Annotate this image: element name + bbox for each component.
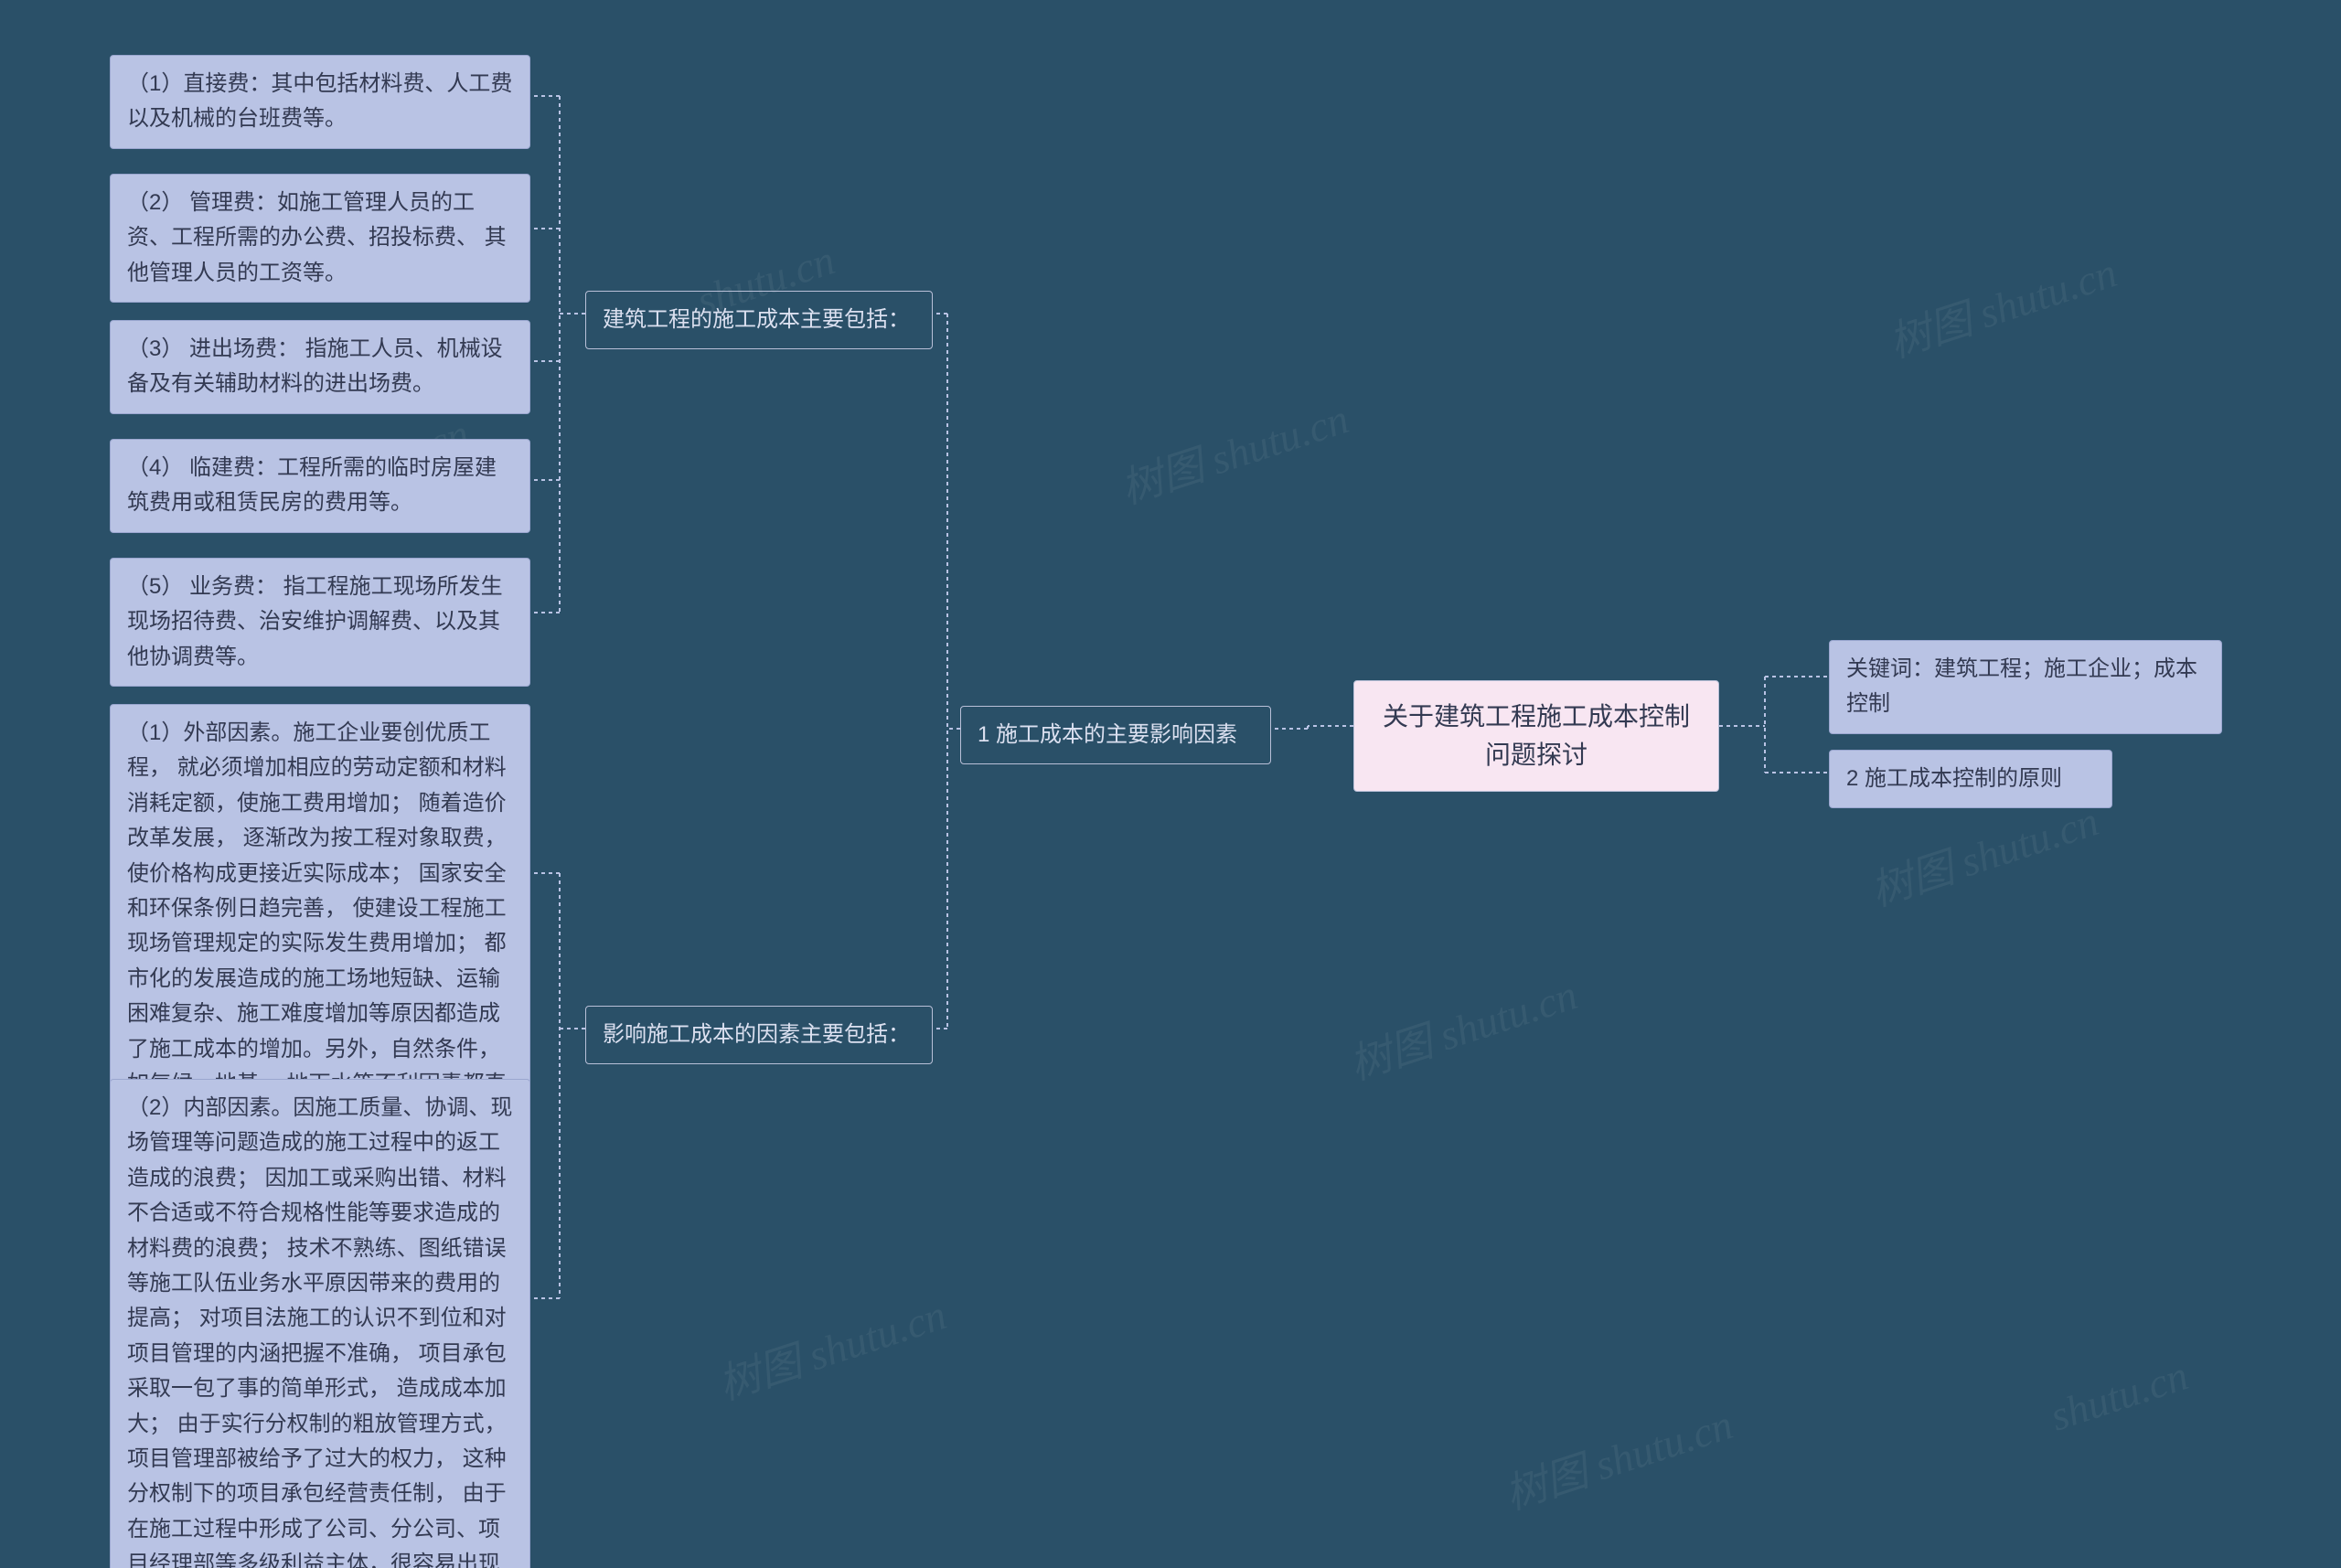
branch-node[interactable]: 建筑工程的施工成本主要包括： [585, 291, 933, 349]
leaf-node[interactable]: （4） 临建费：工程所需的临时房屋建筑费用或租赁民房的费用等。 [110, 439, 530, 533]
leaf-node[interactable]: （3） 进出场费： 指施工人员、机械设备及有关辅助材料的进出场费。 [110, 320, 530, 414]
node-label: 1 施工成本的主要影响因素 [978, 722, 1237, 747]
watermark: 树图 shutu.cn [1341, 962, 1584, 1093]
leaf-node[interactable]: （5） 业务费： 指工程施工现场所发生现场招待费、治安维护调解费、以及其他协调费… [110, 558, 530, 687]
watermark: 树图 shutu.cn [710, 1282, 953, 1413]
node-label: 关键词：建筑工程；施工企业；成本控制 [1846, 656, 2197, 716]
leaf-node[interactable]: （2） 管理费：如施工管理人员的工资、工程所需的办公费、招投标费、 其他管理人员… [110, 174, 530, 303]
node-label: （1）外部因素。施工企业要创优质工程， 就必须增加相应的劳动定额和材料消耗定额，… [127, 720, 507, 1131]
branch-node[interactable]: 1 施工成本的主要影响因素 [960, 706, 1271, 764]
mindmap-canvas: shutu.cnshutu.cn树图 shutu.cn树图 shutu.cnsh… [0, 0, 2341, 1568]
node-label: （1）直接费：其中包括材料费、人工费以及机械的台班费等。 [127, 71, 512, 131]
node-label: （2）内部因素。因施工质量、协调、现场管理等问题造成的施工过程中的返工造成的浪费… [127, 1095, 512, 1568]
watermark: shutu.cn [2045, 1350, 2194, 1440]
node-label: 关于建筑工程施工成本控制问题探讨 [1373, 698, 1700, 774]
node-label: （3） 进出场费： 指施工人员、机械设备及有关辅助材料的进出场费。 [127, 336, 503, 396]
root-node[interactable]: 关于建筑工程施工成本控制问题探讨 [1353, 680, 1719, 792]
watermark: 树图 shutu.cn [1112, 386, 1355, 517]
watermark: 树图 shutu.cn [1880, 240, 2123, 370]
node-label: 2 施工成本控制的原则 [1846, 766, 2062, 791]
node-label: 建筑工程的施工成本主要包括： [603, 307, 910, 332]
leaf-node[interactable]: （1）直接费：其中包括材料费、人工费以及机械的台班费等。 [110, 55, 530, 149]
node-label: （2） 管理费：如施工管理人员的工资、工程所需的办公费、招投标费、 其他管理人员… [127, 190, 507, 285]
node-label: （5） 业务费： 指工程施工现场所发生现场招待费、治安维护调解费、以及其他协调费… [127, 574, 503, 669]
leaf-node[interactable]: 2 施工成本控制的原则 [1829, 750, 2112, 808]
leaf-node[interactable]: 关键词：建筑工程；施工企业；成本控制 [1829, 640, 2222, 734]
node-label: （4） 临建费：工程所需的临时房屋建筑费用或租赁民房的费用等。 [127, 455, 497, 515]
watermark: 树图 shutu.cn [1496, 1392, 1739, 1522]
node-label: 影响施工成本的因素主要包括： [603, 1022, 910, 1047]
leaf-node[interactable]: （2）内部因素。因施工质量、协调、现场管理等问题造成的施工过程中的返工造成的浪费… [110, 1079, 530, 1568]
branch-node[interactable]: 影响施工成本的因素主要包括： [585, 1006, 933, 1064]
